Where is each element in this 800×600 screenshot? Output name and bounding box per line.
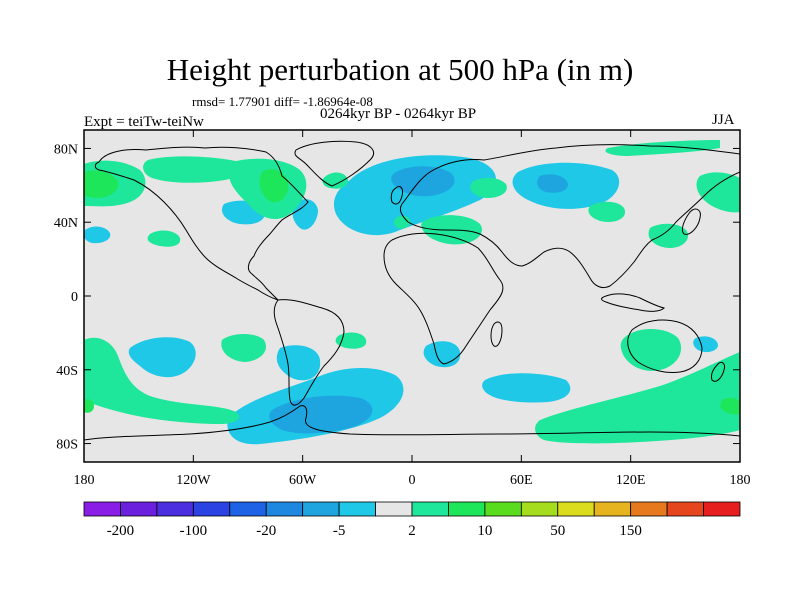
coastline-madagascar bbox=[490, 321, 503, 347]
period-label: 0264kyr BP - 0264kyr BP bbox=[320, 106, 477, 122]
colorbar-swatch bbox=[192, 501, 231, 517]
colorbar-swatch bbox=[703, 501, 741, 517]
coastline-antarctica bbox=[84, 405, 740, 441]
anomaly-region bbox=[537, 174, 568, 193]
colorbar-label: 10 bbox=[477, 523, 492, 539]
colorbar-swatch bbox=[411, 501, 449, 517]
colorbar-swatch bbox=[593, 501, 632, 517]
lat-tick-label: 80S bbox=[56, 438, 78, 453]
anomaly-region bbox=[259, 169, 289, 203]
colorbar-label: -200 bbox=[107, 523, 135, 539]
anomaly-region bbox=[648, 223, 689, 248]
anomaly-region bbox=[84, 226, 111, 244]
anomaly-region bbox=[292, 199, 318, 230]
colorbar-swatch bbox=[375, 501, 413, 517]
lon-tick-label: 60E bbox=[510, 473, 533, 488]
colorbar-swatch bbox=[520, 501, 559, 517]
lat-tick-label: 0 bbox=[71, 290, 78, 305]
anomaly-region bbox=[588, 201, 626, 222]
colorbar-swatch bbox=[557, 501, 595, 517]
coastline-south-america bbox=[273, 299, 345, 406]
anomaly-region bbox=[84, 399, 94, 413]
colorbar-swatch bbox=[630, 501, 668, 517]
colorbar-label: 2 bbox=[408, 523, 416, 539]
coastline-eurasia bbox=[399, 144, 740, 289]
coastlines bbox=[84, 140, 740, 441]
experiment-label: Expt = teiTw-teiNw bbox=[84, 114, 204, 130]
plot-title: Height perturbation at 500 hPa (in m) bbox=[166, 52, 634, 87]
anomaly-region bbox=[84, 337, 240, 424]
colorbar-swatch bbox=[484, 501, 522, 517]
anomaly-region bbox=[470, 177, 507, 198]
colorbar-swatch bbox=[120, 501, 158, 517]
anomaly-contours bbox=[84, 140, 740, 445]
season-label: JJA bbox=[712, 112, 735, 128]
rmsd-stats-text: rmsd= 1.77901 diff= -1.86964e-08 bbox=[192, 94, 373, 109]
colorbar-swatch bbox=[302, 501, 340, 517]
colorbar-label: -100 bbox=[180, 523, 208, 539]
map-panel bbox=[83, 129, 741, 463]
colorbar-swatch bbox=[666, 501, 704, 517]
colorbar-swatch bbox=[448, 501, 486, 517]
anomaly-region bbox=[482, 373, 571, 403]
colorbar-swatch bbox=[265, 501, 304, 517]
colorbar-label: -20 bbox=[256, 523, 276, 539]
lon-tick-label: 120E bbox=[616, 473, 646, 488]
lon-tick-label: 120W bbox=[176, 473, 211, 488]
lon-tick-label: 180 bbox=[730, 473, 751, 488]
coastline-australia bbox=[627, 319, 703, 373]
anomaly-region bbox=[391, 166, 455, 197]
lat-tick-label: 80N bbox=[54, 142, 78, 157]
coastline-new-zealand bbox=[711, 361, 725, 382]
lon-tick-label: 0 bbox=[409, 473, 416, 488]
lat-tick-label: 40S bbox=[56, 364, 78, 379]
lon-tick-label: 180 bbox=[74, 473, 95, 488]
anomaly-region bbox=[143, 156, 245, 183]
anomaly-region bbox=[221, 334, 266, 362]
anomaly-region bbox=[276, 345, 321, 381]
anomaly-region bbox=[84, 170, 119, 198]
colorbar-swatch bbox=[338, 501, 376, 517]
anomaly-region bbox=[696, 172, 740, 213]
colorbar-label: 150 bbox=[619, 523, 642, 539]
anomaly-region bbox=[393, 215, 410, 229]
strong-negative-anomaly-regions bbox=[269, 166, 568, 434]
colorbar-swatch bbox=[83, 501, 121, 517]
colorbar: -200 -100 -20 -5 2 10 50 150 bbox=[83, 501, 741, 539]
colorbar-swatch bbox=[156, 501, 194, 517]
anomaly-region bbox=[147, 230, 181, 247]
longitude-axis: 180 120W 60W 0 60E 120E 180 bbox=[74, 130, 751, 488]
colorbar-swatch bbox=[229, 501, 267, 517]
strong-positive-anomaly-regions bbox=[84, 169, 740, 415]
coastline-africa bbox=[383, 232, 504, 365]
lat-tick-label: 40N bbox=[54, 216, 78, 231]
coastline-british-isles bbox=[390, 185, 403, 205]
anomaly-region bbox=[535, 352, 740, 444]
colorbar-label: -5 bbox=[333, 523, 346, 539]
lon-tick-label: 60W bbox=[289, 473, 317, 488]
coastline-greenland bbox=[294, 140, 374, 187]
anomaly-region bbox=[605, 140, 720, 156]
anomaly-region bbox=[720, 397, 740, 415]
coastline-north-america bbox=[94, 146, 309, 301]
coastline-indonesia bbox=[601, 293, 665, 312]
anomaly-region bbox=[128, 337, 196, 378]
colorbar-label: 50 bbox=[550, 523, 565, 539]
latitude-axis: 80N 40N 0 40S 80S bbox=[54, 142, 740, 453]
coastline-japan bbox=[681, 208, 701, 235]
